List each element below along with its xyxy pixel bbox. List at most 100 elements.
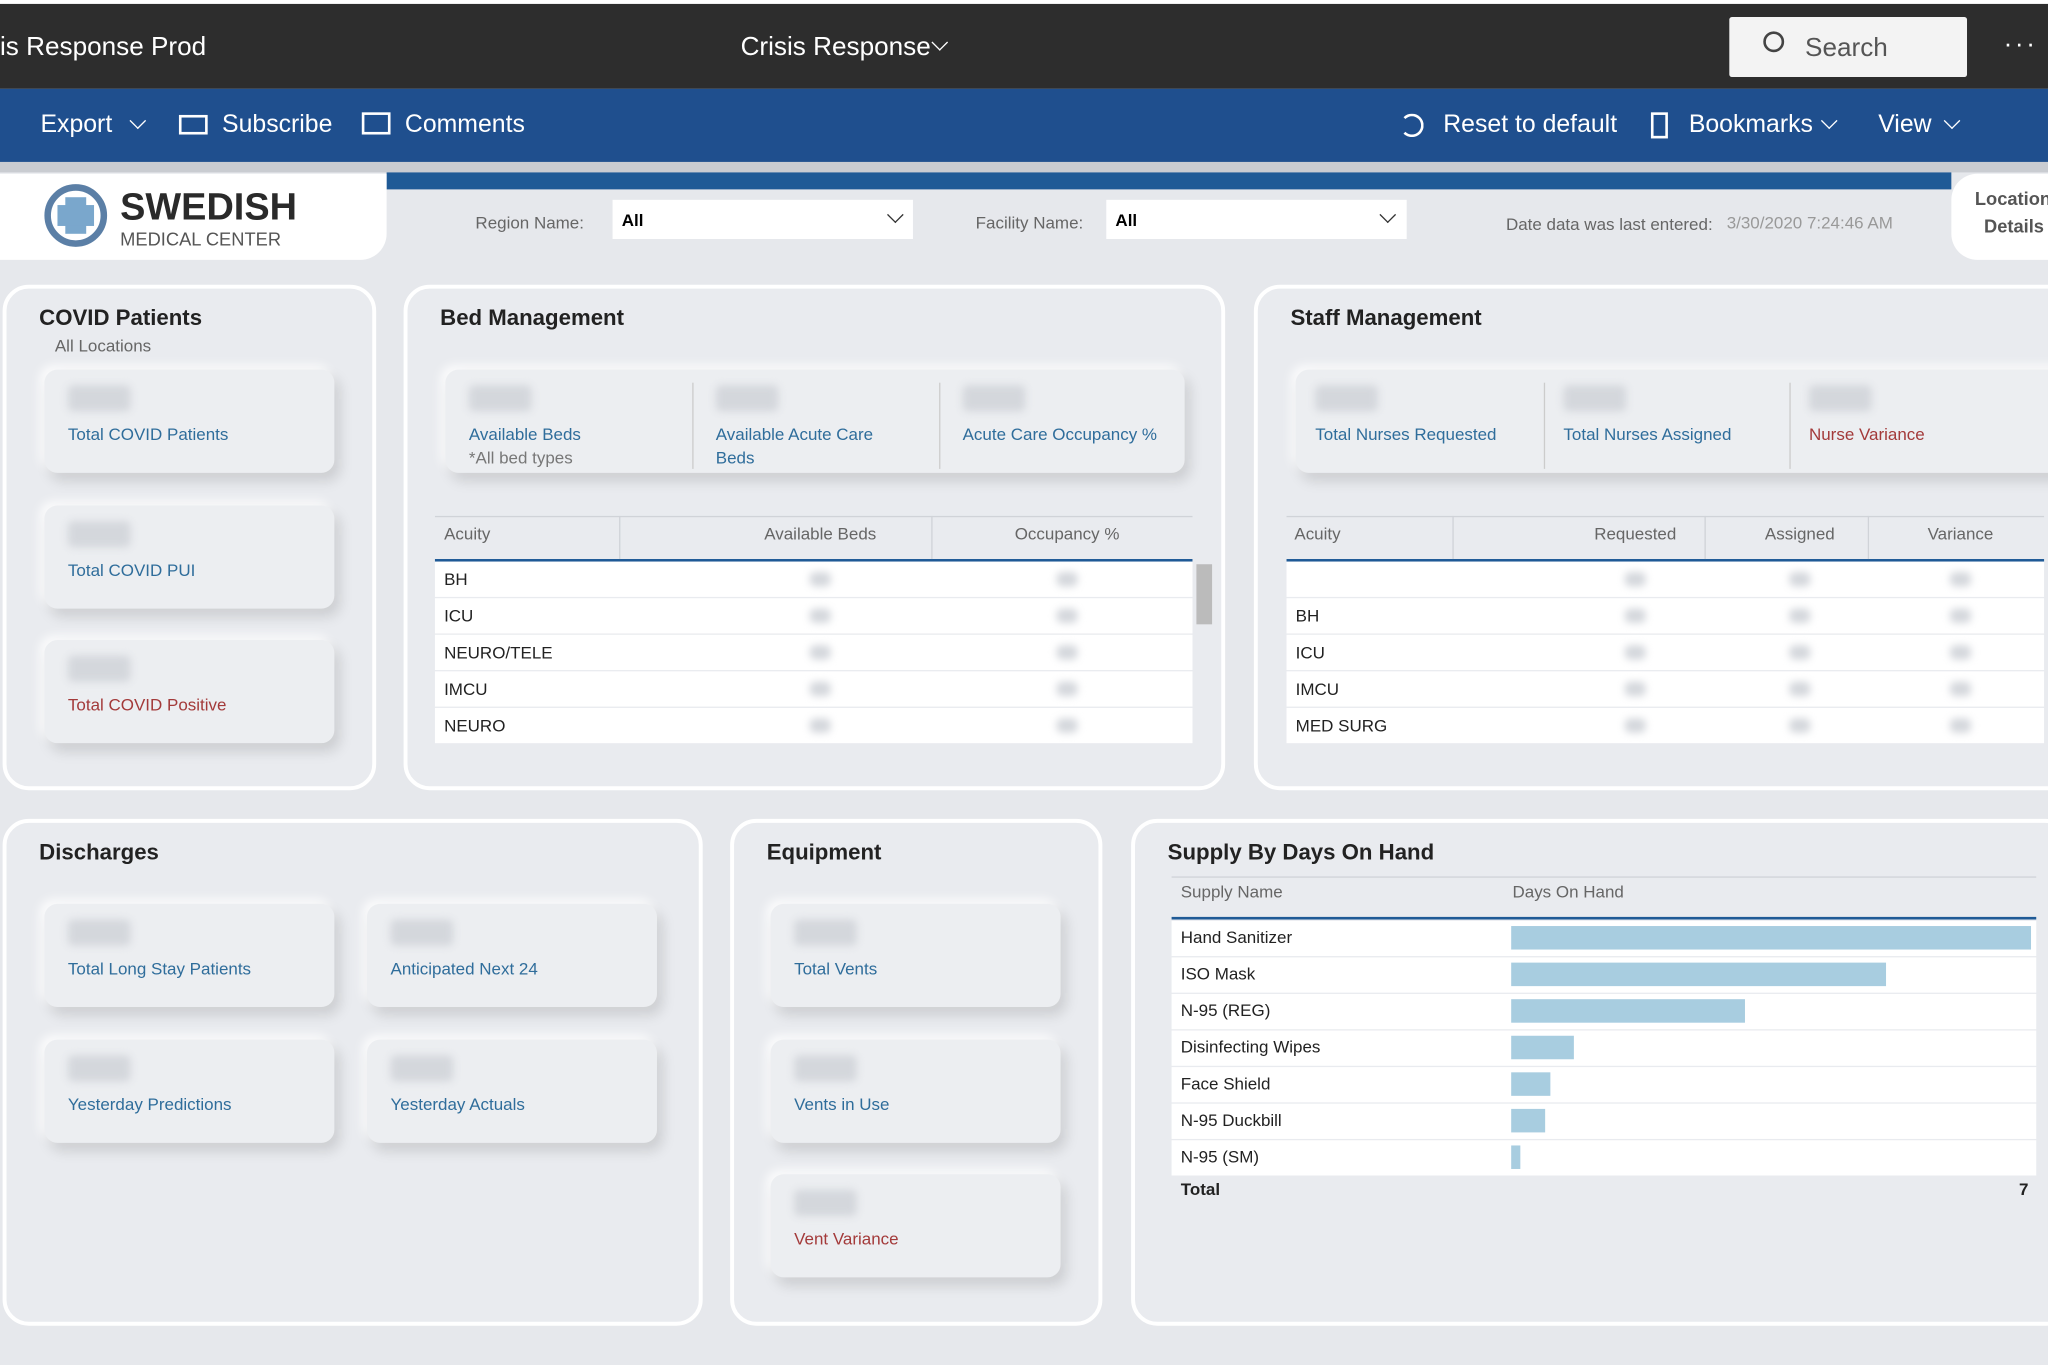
logo-icon — [44, 184, 108, 247]
region-label: Region Name: — [475, 212, 584, 233]
table-header-line — [1286, 559, 2045, 562]
bar — [1511, 1035, 1574, 1060]
kpi-label: Acute Care Occupancy % — [962, 424, 1158, 445]
strip — [0, 161, 2048, 173]
table-row — [1286, 561, 2045, 597]
table-header: Acuity — [1294, 523, 1341, 544]
region-value: All — [621, 210, 644, 230]
date-value: 3/30/2020 7:24:46 AM — [1726, 212, 1893, 233]
kpi-card — [1295, 369, 2048, 473]
blurred-value — [67, 521, 131, 548]
blurred-value — [1624, 572, 1646, 587]
blurred-value — [1056, 681, 1078, 697]
date-label: Date data was last entered: — [1505, 214, 1713, 234]
bar — [1511, 1108, 1545, 1133]
row-label: ICU — [444, 606, 474, 626]
kpi-label: Available Acute Care Beds — [715, 424, 874, 468]
logo-card: SWEDISH MEDICAL CENTER — [0, 173, 387, 260]
blurred-value — [794, 1055, 857, 1082]
blurred-value — [1624, 681, 1646, 697]
blurred-value — [809, 645, 831, 660]
toolbar-export[interactable]: Export — [40, 111, 113, 139]
facility-value: All — [1115, 210, 1138, 230]
scrollbar[interactable] — [1196, 564, 1213, 625]
blurred-value — [1315, 385, 1378, 412]
table-row — [1286, 671, 2045, 707]
blurred-value — [794, 1189, 857, 1216]
more-menu[interactable]: ··· — [2003, 30, 2038, 59]
blurred-value — [809, 572, 831, 587]
kpi-label: Available Beds — [468, 424, 581, 445]
bar — [1511, 926, 2032, 950]
row-label: Face Shield — [1180, 1073, 1271, 1094]
report-title[interactable]: Crisis Response — [740, 32, 931, 62]
toolbar-view[interactable]: View — [1878, 111, 1932, 139]
row-label: Hand Sanitizer — [1180, 927, 1293, 947]
table-row — [1171, 1140, 2037, 1176]
table-header: Acuity — [444, 523, 491, 544]
blurred-value — [390, 1055, 454, 1082]
row-label: BH — [1295, 606, 1320, 626]
app-title: is Response Prod — [0, 32, 207, 62]
blurred-value — [468, 385, 532, 412]
facility-label: Facility Name: — [975, 212, 1084, 233]
accent-bar — [386, 172, 1952, 190]
table-header-rule — [1286, 515, 2045, 518]
region-dropdown[interactable]: All — [612, 199, 913, 240]
blurred-value — [1950, 608, 1971, 624]
blurred-value — [67, 655, 131, 682]
kpi-label: Nurse Variance — [1808, 424, 1925, 445]
title-bar — [0, 0, 2048, 89]
blurred-value — [1789, 572, 1811, 587]
blurred-value — [390, 919, 454, 946]
toolbar-comments[interactable]: Comments — [404, 111, 525, 139]
table-header: Occupancy % — [1014, 523, 1120, 544]
row-label: ISO Mask — [1180, 963, 1256, 984]
panel-title: Equipment — [766, 839, 882, 865]
kpi-label: Yesterday Predictions — [67, 1094, 232, 1115]
divider — [1789, 382, 1791, 469]
row-label: N-95 (REG) — [1180, 1000, 1271, 1021]
column-divider — [1451, 515, 1454, 560]
logo-sub: MEDICAL CENTER — [120, 228, 282, 250]
toolbar-bookmarks[interactable]: Bookmarks — [1688, 111, 1813, 139]
search-box[interactable]: Search — [1729, 16, 1968, 78]
table-row — [1171, 1103, 2037, 1139]
facility-dropdown[interactable]: All — [1106, 199, 1407, 240]
kpi-label: Yesterday Actuals — [390, 1094, 525, 1115]
blurred-value — [809, 718, 831, 733]
blurred-value — [809, 608, 831, 624]
location-label: Location — [1974, 188, 2048, 209]
kpi-label: Vents in Use — [794, 1094, 890, 1115]
table-header-line — [434, 559, 1193, 562]
row-label: IMCU — [1295, 679, 1340, 699]
bar — [1511, 1072, 1551, 1096]
row-label: ICU — [1295, 642, 1325, 663]
logo-cross — [57, 205, 95, 226]
kpi-label: Vent Variance — [794, 1229, 899, 1249]
location-button[interactable]: Location Details — [1951, 173, 2048, 260]
table-header: Days On Hand — [1512, 881, 1624, 902]
panel-subtitle: All Locations — [54, 335, 152, 356]
table-header-rule — [1171, 876, 2037, 878]
blurred-value — [1056, 718, 1078, 733]
total-value: 7 — [2018, 1179, 2029, 1200]
kpi-card — [445, 369, 1185, 473]
column-divider — [619, 515, 621, 560]
blurred-value — [67, 1055, 131, 1082]
blurred-value — [67, 385, 131, 412]
table-row — [1171, 1067, 2037, 1103]
kpi-label: Total Nurses Assigned — [1563, 424, 1732, 445]
blurred-value — [1563, 385, 1627, 412]
toolbar-reset[interactable]: Reset to default — [1443, 111, 1618, 139]
row-label: NEURO/TELE — [444, 642, 553, 663]
blurred-value — [1789, 645, 1811, 660]
toolbar-subscribe[interactable]: Subscribe — [222, 111, 333, 139]
panel-title: COVID Patients — [39, 305, 203, 331]
blurred-value — [1950, 572, 1971, 587]
column-divider — [1867, 515, 1869, 560]
table-header: Assigned — [1764, 523, 1835, 544]
table-row — [1286, 707, 2045, 744]
kpi-label: Total COVID PUI — [67, 560, 196, 580]
